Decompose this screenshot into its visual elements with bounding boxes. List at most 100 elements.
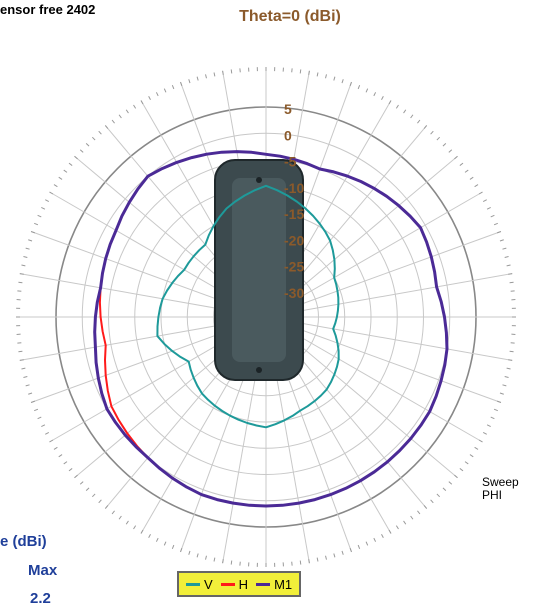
radial-tick-label: -15 <box>284 206 304 222</box>
legend-swatch-m1 <box>256 583 270 586</box>
ring-tick <box>231 561 232 565</box>
ring-tick <box>491 417 495 419</box>
ring-tick <box>358 85 359 89</box>
ring-tick <box>156 538 158 542</box>
ring-tick <box>38 215 42 217</box>
ring-tick <box>86 488 89 491</box>
ring-tick <box>317 558 318 562</box>
ring-tick <box>149 534 151 538</box>
ring-tick <box>300 561 301 565</box>
ring-tick <box>404 521 406 524</box>
ring-tick <box>59 177 62 179</box>
ring-tick <box>197 77 198 81</box>
ring-tick <box>141 100 143 103</box>
ring-tick <box>443 143 446 146</box>
ring-tick <box>326 556 327 560</box>
ring-tick <box>34 409 38 410</box>
ring-tick <box>309 559 310 563</box>
ring-tick <box>350 82 351 86</box>
ring-tick <box>99 500 102 503</box>
radial-tick-label: -10 <box>284 180 304 196</box>
ring-tick <box>214 72 215 76</box>
ring-tick <box>300 69 301 73</box>
ring-tick <box>105 505 108 508</box>
ring-tick <box>508 360 512 361</box>
ring-tick <box>396 526 398 529</box>
ring-tick <box>317 72 318 76</box>
ring-tick <box>134 105 136 108</box>
ring-tick <box>41 425 45 427</box>
ring-tick <box>31 401 35 402</box>
ring-tick <box>411 115 413 118</box>
ring-tick <box>505 257 509 258</box>
ring-tick <box>156 92 158 96</box>
ring-tick <box>508 274 512 275</box>
ring-tick <box>18 351 22 352</box>
ring-tick <box>431 500 434 503</box>
ring-tick <box>21 368 25 369</box>
ring-tick <box>41 207 45 209</box>
ring-tick <box>99 131 102 134</box>
ring-tick <box>26 248 30 249</box>
ring-tick <box>494 409 498 410</box>
device-screw-top <box>256 177 262 183</box>
ring-tick <box>475 185 478 187</box>
legend-item-v[interactable]: V <box>186 577 213 592</box>
ring-tick <box>164 542 166 546</box>
ring-tick <box>437 137 440 140</box>
ring-tick <box>424 125 427 128</box>
ring-tick <box>374 92 376 96</box>
ring-tick <box>180 548 181 552</box>
ring-tick <box>31 231 35 232</box>
legend-item-m1[interactable]: M1 <box>256 577 292 592</box>
ring-tick <box>189 551 190 555</box>
ring-tick <box>20 274 24 275</box>
radial-tick-label: 5 <box>284 101 292 117</box>
ring-tick <box>497 401 501 402</box>
ring-tick <box>431 131 434 134</box>
ring-tick <box>20 360 24 361</box>
legend-label-h: H <box>239 577 248 592</box>
ring-tick <box>18 282 22 283</box>
ring-tick <box>465 462 468 464</box>
legend: V H M1 <box>177 571 301 597</box>
ring-tick <box>389 530 391 533</box>
legend-item-h[interactable]: H <box>221 577 248 592</box>
ring-tick <box>475 447 478 449</box>
ring-tick <box>381 534 383 538</box>
ring-tick <box>74 475 77 478</box>
ring-tick <box>92 137 95 140</box>
chart-title: Theta=0 (dBi) <box>200 8 380 26</box>
ring-tick <box>80 150 83 153</box>
ring-tick <box>206 556 207 560</box>
ring-tick <box>507 368 511 369</box>
ring-tick <box>64 170 67 172</box>
ring-tick <box>189 79 190 83</box>
ring-tick <box>164 89 166 93</box>
ring-tick <box>64 462 67 464</box>
ring-tick <box>449 150 452 153</box>
ring-tick <box>59 455 62 457</box>
ring-tick <box>309 71 310 75</box>
ring-tick <box>449 482 452 485</box>
ring-tick <box>454 156 457 159</box>
ring-tick <box>460 468 463 470</box>
radial-tick-label: -25 <box>284 259 304 275</box>
ring-tick <box>483 432 487 434</box>
ring-tick <box>417 511 419 514</box>
radial-tick-label: 0 <box>284 127 292 143</box>
ring-tick <box>38 417 42 419</box>
ring-tick <box>34 223 38 224</box>
ring-tick <box>479 440 482 442</box>
ring-tick <box>126 110 128 113</box>
ring-tick <box>500 240 504 241</box>
ring-tick <box>126 521 128 524</box>
ring-tick <box>223 559 224 563</box>
ring-tick <box>112 511 114 514</box>
ring-tick <box>502 385 506 386</box>
ring-tick <box>374 538 376 542</box>
ring-tick <box>23 257 27 258</box>
ring-tick <box>26 385 30 386</box>
ring-tick <box>45 200 49 202</box>
